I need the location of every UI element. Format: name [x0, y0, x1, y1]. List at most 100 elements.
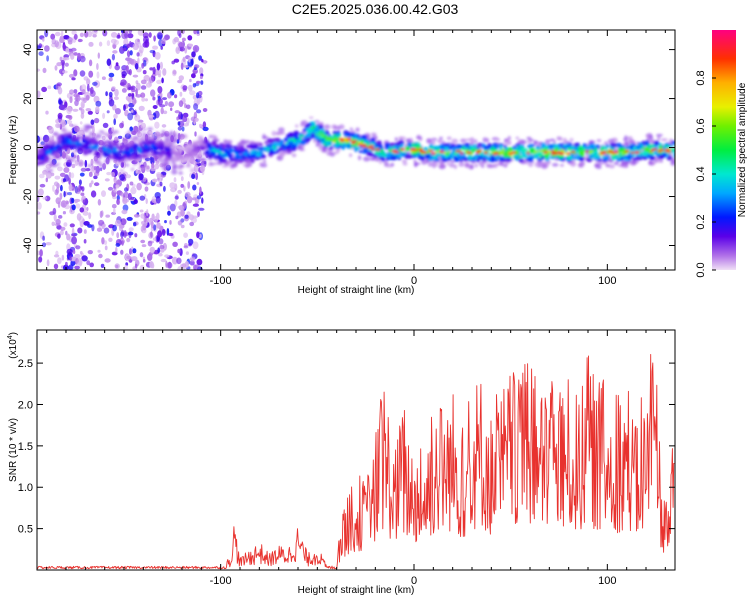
heatmap-speckle	[71, 233, 77, 237]
heatmap-speckle	[103, 240, 108, 246]
heatmap-halo	[177, 166, 183, 171]
heatmap-speckle	[108, 72, 115, 78]
heatmap-speckle	[138, 105, 145, 112]
heatmap-ridge-cell	[83, 150, 89, 156]
heatmap-ridge-cell	[77, 144, 81, 147]
heatmap-speckle	[176, 116, 179, 121]
heatmap-halo	[172, 162, 177, 168]
heatmap-speckle	[140, 213, 146, 219]
heatmap-halo	[442, 140, 446, 145]
heatmap-speckle	[173, 177, 177, 183]
heatmap-ridge-cell	[463, 158, 468, 162]
heatmap-ridge-cell	[67, 134, 73, 138]
heatmap-speckle	[191, 51, 196, 58]
heatmap-speckle	[156, 62, 161, 71]
heatmap-speckle	[180, 176, 184, 182]
heatmap-speckle	[54, 31, 61, 37]
heatmap-halo	[333, 125, 338, 130]
heatmap-speckle	[101, 76, 106, 80]
heatmap-halo	[53, 133, 59, 137]
heatmap-halo	[223, 139, 228, 144]
heatmap-ridge-cell	[600, 146, 604, 152]
heatmap-speckle	[197, 211, 200, 217]
heatmap-speckle	[79, 70, 86, 77]
heatmap-speckle	[185, 251, 189, 256]
heatmap-ridge-cell	[148, 140, 152, 144]
heatmap-ridge-cell	[204, 151, 210, 155]
heatmap-speckle	[78, 259, 83, 267]
heatmap-speckle	[180, 224, 185, 229]
heatmap-halo	[261, 163, 268, 168]
heatmap-ridge-cell	[397, 154, 402, 158]
heatmap-speckle	[72, 186, 75, 192]
heatmap-ridge-cell	[110, 140, 114, 145]
heatmap-ridge-cell	[614, 155, 619, 159]
heatmap-speckle	[89, 262, 94, 268]
heatmap-speckle	[66, 248, 73, 256]
colorbar-tick-label: 0.0	[695, 262, 707, 277]
heatmap-speckle	[167, 205, 171, 211]
heatmap-speckle	[142, 70, 147, 75]
heatmap-ridge-cell	[44, 156, 50, 161]
heatmap-speckle	[113, 113, 118, 119]
heatmap-speckle	[76, 213, 82, 221]
heatmap-speckle	[123, 38, 129, 46]
heatmap-speckle	[162, 242, 167, 251]
heatmap-ridge-cell	[520, 151, 524, 155]
heatmap-halo	[474, 139, 478, 144]
heatmap-speckle	[37, 68, 41, 72]
heatmap-speckle	[120, 231, 125, 238]
heatmap-speckle	[123, 104, 126, 111]
heatmap-speckle	[189, 221, 195, 227]
heatmap-speckle	[196, 182, 200, 185]
heatmap-speckle	[80, 108, 85, 115]
heatmap-speckle	[79, 220, 84, 228]
heatmap-speckle	[169, 203, 176, 212]
heatmap-speckle	[199, 123, 202, 128]
heatmap-ridge-cell	[257, 153, 262, 157]
heatmap-ridge-cell	[633, 148, 639, 152]
heatmap-speckle	[149, 261, 154, 269]
heatmap-ridge-cell	[173, 156, 178, 162]
heatmap-speckle	[60, 226, 66, 231]
heatmap-speckle	[172, 70, 177, 75]
heatmap-speckle	[146, 209, 149, 217]
heatmap-speckle	[71, 197, 75, 204]
heatmap-speckle	[54, 65, 58, 71]
heatmap-halo	[357, 155, 362, 161]
heatmap-halo	[409, 137, 413, 142]
heatmap-halo	[578, 163, 585, 168]
heatmap-halo	[504, 138, 508, 142]
heatmap-ridge-cell	[670, 147, 675, 151]
heatmap-ridge-cell	[595, 144, 600, 150]
heatmap-halo	[240, 140, 248, 145]
heatmap-ridge-cell	[229, 146, 233, 152]
heatmap-speckle	[99, 167, 103, 172]
heatmap-halo	[552, 140, 557, 144]
heatmap-speckle	[63, 167, 70, 173]
heatmap-speckle	[62, 178, 66, 183]
y-tick-label: 2.0	[18, 399, 33, 411]
heatmap-ridge-cell	[174, 152, 178, 157]
heatmap-speckle	[199, 75, 203, 80]
heatmap-halo	[164, 132, 169, 137]
heatmap-speckle	[79, 121, 83, 125]
heatmap-ridge-cell	[227, 152, 231, 157]
heatmap-speckle	[89, 182, 92, 188]
heatmap-peak-cell	[559, 152, 564, 156]
heatmap-speckle	[102, 112, 106, 119]
heatmap-ridge-cell	[404, 146, 411, 152]
heatmap-speckle	[120, 218, 127, 226]
heatmap-ridge-cell	[636, 145, 641, 149]
heatmap-ridge-cell	[171, 149, 176, 154]
heatmap-speckle	[140, 225, 144, 232]
heatmap-ridge-cell	[518, 158, 524, 163]
heatmap-peak-cell	[624, 150, 630, 153]
heatmap-peak-cell	[353, 140, 357, 143]
heatmap-ridge-cell	[294, 136, 300, 140]
heatmap-speckle	[180, 263, 187, 268]
heatmap-ridge-cell	[71, 143, 76, 147]
heatmap-ridge-cell	[389, 143, 394, 147]
heatmap-ridge-cell	[514, 149, 519, 155]
heatmap-speckle	[160, 173, 164, 181]
